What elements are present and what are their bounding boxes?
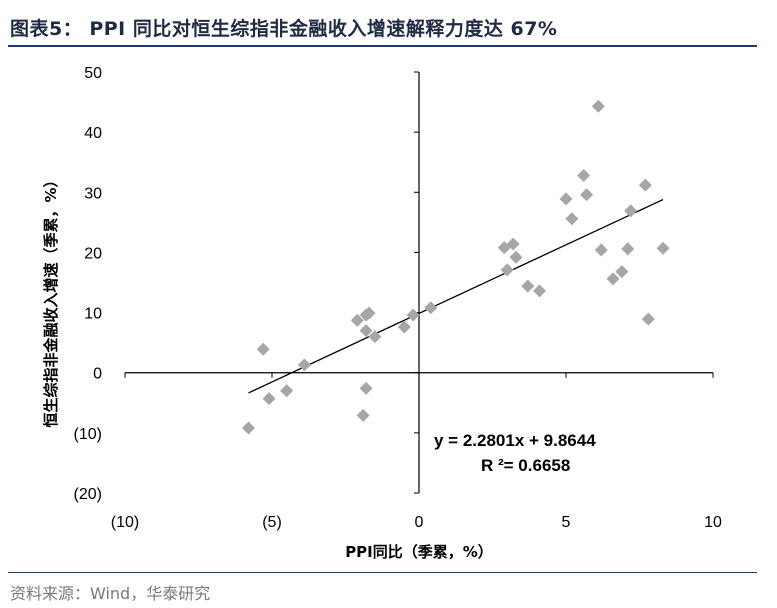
data-point: [509, 250, 523, 264]
y-tick-label: 50: [84, 65, 102, 82]
data-point: [359, 381, 373, 395]
data-point: [256, 342, 270, 356]
y-tick-label: 0: [93, 366, 102, 383]
x-tick-label: 10: [704, 514, 722, 531]
data-point: [565, 212, 579, 226]
data-point: [406, 308, 420, 322]
data-point: [297, 358, 311, 372]
data-point: [577, 168, 591, 182]
data-point: [580, 188, 594, 202]
y-tick-label: (10): [74, 426, 102, 443]
y-tick-label: 20: [84, 245, 102, 262]
data-point: [262, 392, 276, 406]
y-tick-label: 10: [84, 306, 102, 323]
chart-title: 图表5： PPI 同比对恒生综指非金融收入增速解释力度达 67%: [10, 18, 558, 40]
x-tick-label: (5): [262, 514, 282, 531]
x-tick-label: 0: [415, 514, 424, 531]
data-point: [350, 313, 364, 327]
data-point: [506, 237, 520, 251]
y-axis-title: 恒生综指非金融收入增速（季累，%）: [42, 172, 60, 427]
data-point: [591, 99, 605, 113]
data-point: [424, 301, 438, 315]
source-divider: [8, 572, 757, 573]
source-note: 资料来源：Wind，华泰研究: [10, 584, 211, 603]
title-divider: [8, 45, 757, 47]
y-tick-label: (20): [74, 486, 102, 503]
data-point: [280, 384, 294, 398]
data-point: [606, 272, 620, 286]
regression-equation: y = 2.2801x + 9.8644: [434, 431, 596, 450]
data-point: [638, 178, 652, 192]
y-tick-label: 40: [84, 125, 102, 142]
data-point: [521, 279, 535, 293]
data-point: [641, 312, 655, 326]
data-point: [500, 263, 514, 277]
data-point: [615, 265, 629, 279]
data-point: [594, 243, 608, 257]
data-point: [356, 408, 370, 422]
y-tick-label: 30: [84, 185, 102, 202]
x-tick-label: 5: [562, 514, 571, 531]
trendline: [248, 198, 664, 394]
data-point: [362, 306, 376, 320]
data-point: [533, 284, 547, 298]
data-point: [624, 204, 638, 218]
x-tick-label: (10): [111, 514, 139, 531]
x-axis-title: PPI同比（季累，%）: [345, 543, 493, 561]
data-point: [656, 241, 670, 255]
data-point: [397, 320, 411, 334]
data-point: [359, 324, 373, 338]
data-point: [241, 421, 255, 435]
data-point: [621, 242, 635, 256]
data-point: [559, 192, 573, 206]
scatter-chart: (10) (5) 0 5 10 50 40 30 20 10 0 (10) (20) PPI同比（季累，%…: [42, 65, 722, 561]
r-squared-label: R ²= 0.6658: [481, 456, 570, 475]
data-point: [368, 330, 382, 344]
